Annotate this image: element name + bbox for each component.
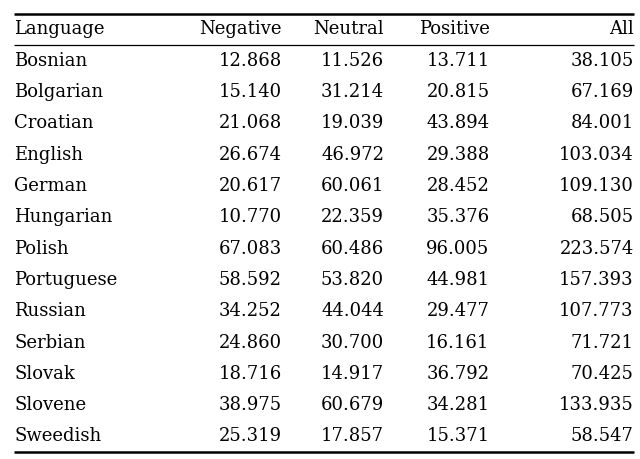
Text: 35.376: 35.376 [426,208,490,226]
Text: Negative: Negative [199,20,282,39]
Text: 43.894: 43.894 [426,114,490,132]
Text: Sweedish: Sweedish [14,427,101,446]
Text: Polish: Polish [14,240,68,257]
Text: 15.140: 15.140 [218,83,282,101]
Text: 223.574: 223.574 [559,240,634,257]
Text: 30.700: 30.700 [321,334,384,352]
Text: 20.815: 20.815 [426,83,490,101]
Text: English: English [14,146,83,164]
Text: 17.857: 17.857 [321,427,384,446]
Text: All: All [609,20,634,39]
Text: 28.452: 28.452 [427,177,490,195]
Text: 26.674: 26.674 [219,146,282,164]
Text: 25.319: 25.319 [218,427,282,446]
Text: 58.592: 58.592 [219,271,282,289]
Text: 71.721: 71.721 [571,334,634,352]
Text: 60.486: 60.486 [321,240,384,257]
Text: 133.935: 133.935 [559,396,634,414]
Text: 21.068: 21.068 [218,114,282,132]
Text: 53.820: 53.820 [321,271,384,289]
Text: 29.388: 29.388 [426,146,490,164]
Text: 13.711: 13.711 [426,52,490,70]
Text: 34.252: 34.252 [219,302,282,320]
Text: 24.860: 24.860 [218,334,282,352]
Text: Positive: Positive [419,20,490,39]
Text: 38.105: 38.105 [570,52,634,70]
Text: 10.770: 10.770 [218,208,282,226]
Text: 46.972: 46.972 [321,146,384,164]
Text: Hungarian: Hungarian [14,208,113,226]
Text: 11.526: 11.526 [321,52,384,70]
Text: 103.034: 103.034 [559,146,634,164]
Text: 31.214: 31.214 [321,83,384,101]
Text: 96.005: 96.005 [426,240,490,257]
Text: Croatian: Croatian [14,114,93,132]
Text: 34.281: 34.281 [426,396,490,414]
Text: 107.773: 107.773 [559,302,634,320]
Text: 29.477: 29.477 [427,302,490,320]
Text: 44.044: 44.044 [321,302,384,320]
Text: Portuguese: Portuguese [14,271,117,289]
Text: 15.371: 15.371 [426,427,490,446]
Text: 68.505: 68.505 [570,208,634,226]
Text: 157.393: 157.393 [559,271,634,289]
Text: 20.617: 20.617 [218,177,282,195]
Text: 36.792: 36.792 [426,365,490,383]
Text: 58.547: 58.547 [571,427,634,446]
Text: Neutral: Neutral [314,20,384,39]
Text: 38.975: 38.975 [218,396,282,414]
Text: Bosnian: Bosnian [14,52,87,70]
Text: 67.083: 67.083 [218,240,282,257]
Text: Bolgarian: Bolgarian [14,83,103,101]
Text: 84.001: 84.001 [570,114,634,132]
Text: 14.917: 14.917 [321,365,384,383]
Text: Slovene: Slovene [14,396,86,414]
Text: 44.981: 44.981 [426,271,490,289]
Text: 12.868: 12.868 [218,52,282,70]
Text: 18.716: 18.716 [218,365,282,383]
Text: 70.425: 70.425 [571,365,634,383]
Text: Serbian: Serbian [14,334,86,352]
Text: 60.061: 60.061 [321,177,384,195]
Text: 67.169: 67.169 [570,83,634,101]
Text: German: German [14,177,87,195]
Text: 60.679: 60.679 [321,396,384,414]
Text: 16.161: 16.161 [426,334,490,352]
Text: Language: Language [14,20,104,39]
Text: Russian: Russian [14,302,86,320]
Text: 109.130: 109.130 [559,177,634,195]
Text: 19.039: 19.039 [321,114,384,132]
Text: 22.359: 22.359 [321,208,384,226]
Text: Slovak: Slovak [14,365,75,383]
